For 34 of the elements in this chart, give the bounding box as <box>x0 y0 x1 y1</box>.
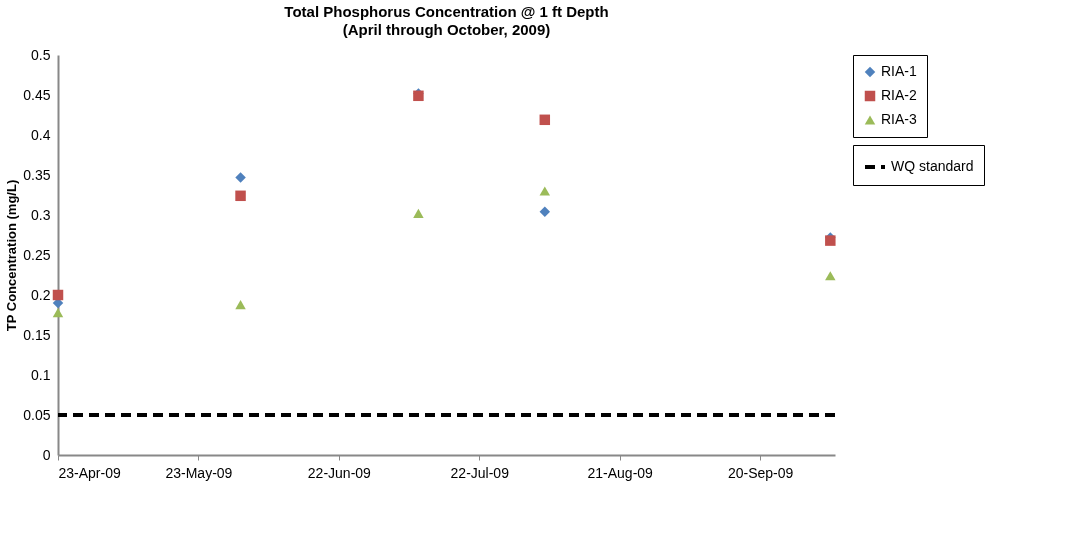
legend-label: WQ standard <box>891 158 974 174</box>
x-tick-label: 23-Apr-09 <box>58 464 121 481</box>
point <box>539 114 551 126</box>
y-tick-label: 0.4 <box>31 126 51 143</box>
legend-label: RIA-2 <box>881 87 917 103</box>
y-tick-label: 0.3 <box>31 206 51 223</box>
chart-subtitle: (April through October, 2009) <box>342 21 551 38</box>
x-tick-label: 21-Aug-09 <box>587 464 654 481</box>
point <box>235 190 246 202</box>
y-tick-label: 0.5 <box>31 46 51 63</box>
point <box>825 271 836 281</box>
y-tick-label: 0.05 <box>23 406 51 423</box>
point <box>413 208 424 218</box>
y-tick-label: 0 <box>42 446 51 463</box>
point <box>52 289 64 301</box>
x-tick-label: 23-May-09 <box>165 464 233 481</box>
y-tick-label: 0.2 <box>31 286 51 303</box>
point <box>235 300 246 310</box>
point <box>539 206 551 218</box>
legend-label: RIA-3 <box>881 111 917 127</box>
chart-title: Total Phosphorus Concentration @ 1 ft Depth <box>284 3 609 20</box>
y-tick-label: 0.25 <box>23 246 51 263</box>
legend-label: RIA-1 <box>881 63 917 79</box>
x-tick-label: 20-Sep-09 <box>727 464 794 481</box>
y-tick-label: 0.15 <box>23 326 51 343</box>
point <box>235 172 246 183</box>
y-tick-label: 0.35 <box>23 166 51 183</box>
y-tick-label: 0.1 <box>31 366 51 383</box>
point <box>52 308 64 318</box>
y-axis-title: TP Concentration (mg/L) <box>4 179 20 332</box>
x-tick-label: 22-Jun-09 <box>307 464 372 481</box>
x-tick-label: 22-Jul-09 <box>450 464 510 481</box>
y-tick-label: 0.45 <box>23 86 51 103</box>
point <box>539 186 551 196</box>
